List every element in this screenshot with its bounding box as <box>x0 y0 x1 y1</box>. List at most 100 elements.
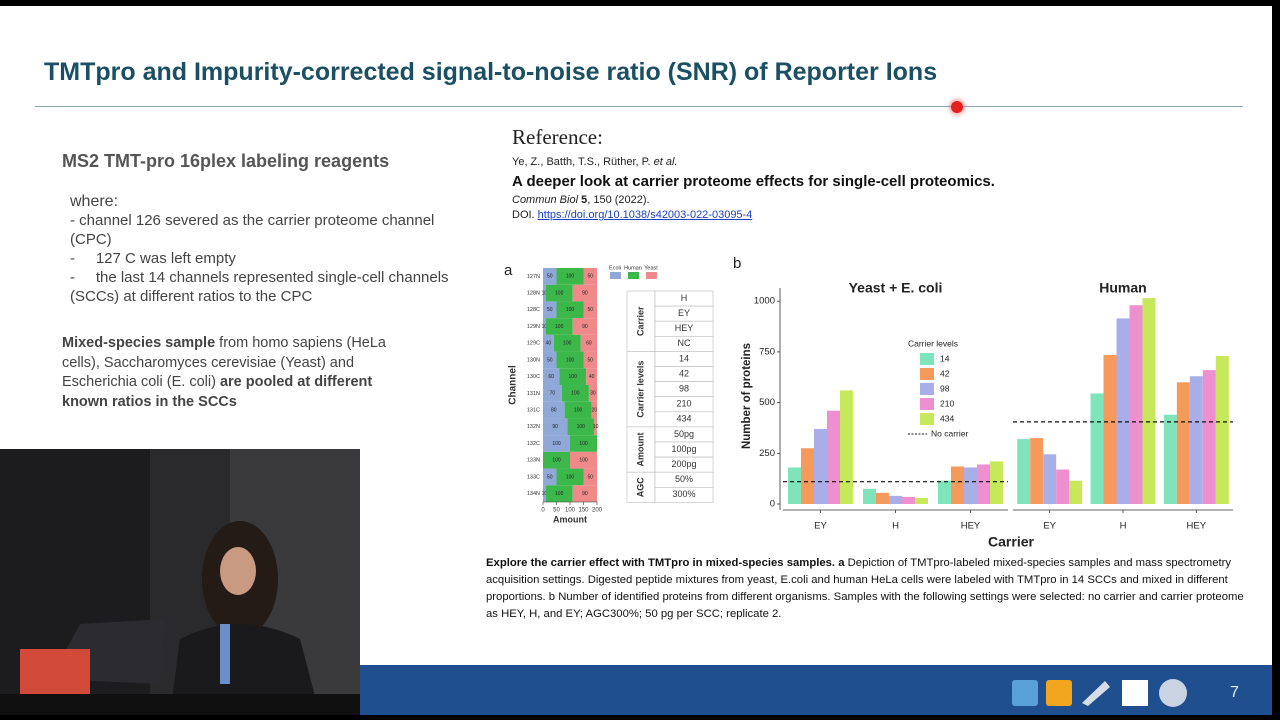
stacked-bar-segment <box>583 468 597 486</box>
stacked-bar-segment <box>543 418 568 436</box>
stacked-bar-segment <box>567 418 595 436</box>
segment-label: 100 <box>555 324 564 330</box>
speaker-face <box>220 547 256 595</box>
x-tick-label: 200 <box>592 508 603 514</box>
segment-label: 90 <box>582 491 588 497</box>
y-tick-label: 128N <box>527 291 540 297</box>
segment-label: 30 <box>590 391 596 397</box>
bar <box>801 448 814 504</box>
stacked-bar-segment <box>572 318 597 335</box>
x-tick-label: H <box>1120 521 1127 532</box>
bar <box>990 461 1003 504</box>
x-tick-label: 50 <box>553 508 560 514</box>
bar <box>863 488 876 504</box>
segment-label: 50 <box>547 474 553 480</box>
legend-swatch <box>628 272 639 279</box>
y-tick-label: 1000 <box>754 296 775 307</box>
legend-label: 434 <box>940 413 954 423</box>
table-item: NC <box>678 338 691 348</box>
slide-title: TMTpro and Impurity-corrected signal-to-… <box>44 58 938 86</box>
segment-label: 20 <box>592 407 598 413</box>
y-tick-label: 132C <box>527 441 540 447</box>
segment-label: 40 <box>589 374 595 380</box>
stacked-bar-segment <box>543 468 557 486</box>
bar <box>1090 393 1104 504</box>
table-item: H <box>681 293 688 303</box>
stacked-bar-segment <box>583 301 597 319</box>
left-paragraph: Mixed-species sample from homo sapiens (… <box>62 334 422 412</box>
stacked-bar-segment <box>545 318 573 335</box>
reference: Reference: Ye, Z., Batth, T.S., Rüther, … <box>512 125 1112 221</box>
list-line: - channel 126 severed as the carrier pro… <box>70 212 439 248</box>
table-group-label: Amount <box>635 433 645 467</box>
segment-label: 90 <box>582 290 588 296</box>
reference-label: Reference: <box>512 125 603 149</box>
y-tick-label: 134N <box>527 491 540 497</box>
legend-swatch <box>920 398 934 410</box>
bar <box>1103 354 1117 504</box>
lanyard <box>220 624 230 684</box>
stacked-bar-segment <box>561 385 589 402</box>
bar <box>1189 376 1203 504</box>
left-heading: MS2 TMT-pro 16plex labeling reagents <box>62 151 390 171</box>
legend-label: No carrier <box>931 428 968 438</box>
x-tick-label: EY <box>1043 521 1056 532</box>
x-tick-label: HEY <box>961 521 981 532</box>
segment-label: 100 <box>552 441 561 447</box>
segment-label: 10 <box>542 491 548 497</box>
stacked-bar-segment <box>556 468 584 486</box>
reference-authors-line: Ye, Z., Batth, T.S., Rüther, P. et al. <box>512 156 1112 168</box>
stacked-bar-segment <box>545 284 573 302</box>
panel-label: b <box>733 255 741 272</box>
logo <box>1122 680 1148 706</box>
legend-title: Carrier levels <box>908 338 958 348</box>
y-tick-label: 133C <box>527 474 540 480</box>
table-cell <box>654 487 714 503</box>
facet-title: Yeast + E. coli <box>849 280 943 296</box>
y-axis-label: Number of proteins <box>741 343 753 449</box>
stacked-bar-segment <box>543 485 546 502</box>
segment-label: 10 <box>542 290 548 296</box>
x-tick-label: EY <box>814 521 827 532</box>
reference-doi-line: DOI. https://doi.org/10.1038/s42003-022-… <box>512 209 1112 221</box>
y-axis-label: Channel <box>508 365 519 405</box>
x-tick-label: 100 <box>565 508 576 514</box>
logo <box>1159 679 1187 707</box>
segment-label: 60 <box>586 341 592 347</box>
stacked-bar-segment <box>543 351 557 369</box>
page-number: 7 <box>1230 684 1239 701</box>
doi-link[interactable]: https://doi.org/10.1038/s42003-022-03095… <box>537 209 753 221</box>
stacked-bar-segment <box>583 268 597 285</box>
stacked-bar-segment <box>588 385 597 402</box>
stacked-bar-segment <box>543 334 554 352</box>
bar <box>1056 469 1070 504</box>
y-tick-label: 250 <box>759 448 775 459</box>
authors: Ye, Z., Batth, T.S., Rüther, P. <box>512 156 654 168</box>
bar <box>876 492 889 504</box>
stacked-bar-segment <box>570 451 597 469</box>
y-tick-label: 130N <box>527 357 540 363</box>
table-item: 98 <box>679 384 689 394</box>
bar <box>915 497 928 504</box>
stacked-bar-segment <box>543 435 570 452</box>
bar <box>788 467 801 504</box>
segment-label: 100 <box>566 357 575 363</box>
stacked-bar-segment <box>543 301 557 319</box>
segment-label: 100 <box>566 474 575 480</box>
bar <box>814 428 827 504</box>
segment-label: 60 <box>548 374 554 380</box>
table-item: 50pg <box>674 429 694 439</box>
segment-label: 100 <box>577 424 586 430</box>
table-item: 300% <box>672 489 695 499</box>
table-item: 50% <box>675 474 693 484</box>
bold-run: are pooled at different known ratios in … <box>62 374 373 410</box>
y-tick-label: 129N <box>527 324 540 330</box>
stacked-bar-segment <box>570 435 597 452</box>
bar <box>1142 298 1156 504</box>
list-line: - the last 14 channels represented singl… <box>70 269 453 305</box>
slide: TMTpro and Impurity-corrected signal-to-… <box>0 6 1272 715</box>
legend-swatch <box>920 353 934 365</box>
stacked-bar-segment <box>572 485 597 502</box>
legend-label: Yeast <box>644 265 658 271</box>
table-item: 434 <box>676 414 691 424</box>
